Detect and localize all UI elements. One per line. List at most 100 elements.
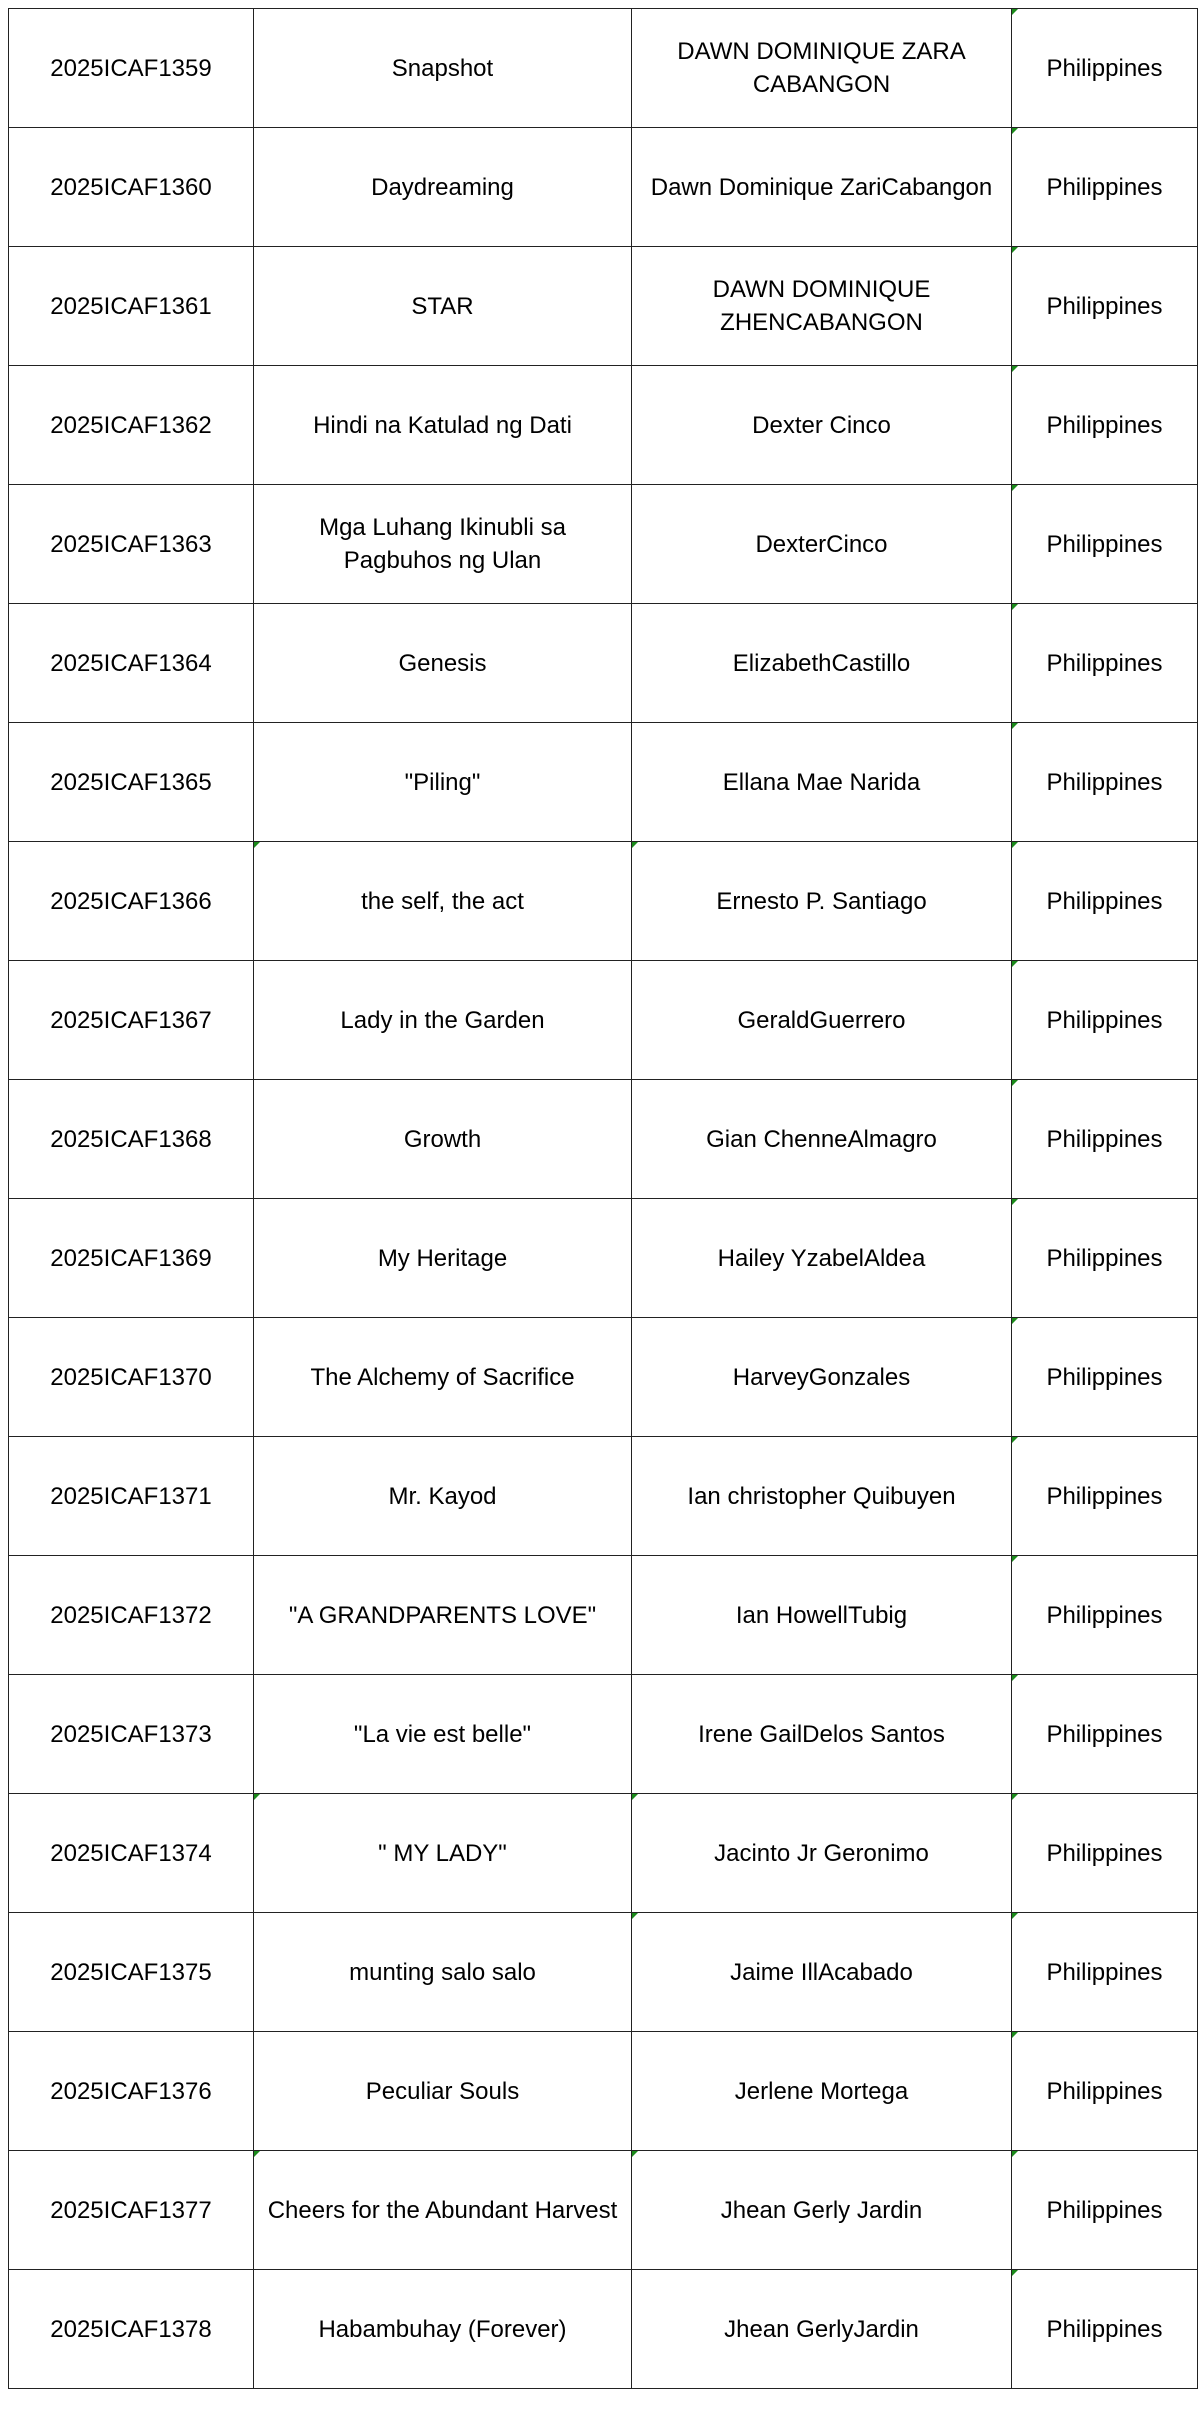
entry-id-cell[interactable]: 2025ICAF1368 bbox=[8, 1079, 254, 1199]
entry-id-cell-text: 2025ICAF1372 bbox=[50, 1601, 212, 1629]
title-cell[interactable]: Daydreaming bbox=[253, 127, 632, 247]
title-cell-text: "A GRANDPARENTS LOVE" bbox=[288, 1601, 597, 1629]
entry-id-cell[interactable]: 2025ICAF1365 bbox=[8, 722, 254, 842]
artist-cell[interactable]: Jhean GerlyJardin bbox=[631, 2269, 1012, 2389]
country-cell-text: Philippines bbox=[1046, 1125, 1163, 1153]
title-cell[interactable]: Mr. Kayod bbox=[253, 1436, 632, 1556]
entry-id-cell[interactable]: 2025ICAF1374 bbox=[8, 1793, 254, 1913]
cell-comment-marker-icon bbox=[254, 1794, 260, 1800]
title-cell[interactable]: Growth bbox=[253, 1079, 632, 1199]
artist-cell[interactable]: Jaime IllAcabado bbox=[631, 1912, 1012, 2032]
country-cell[interactable]: Philippines bbox=[1011, 8, 1198, 128]
country-cell[interactable]: Philippines bbox=[1011, 1555, 1198, 1675]
entry-id-cell[interactable]: 2025ICAF1366 bbox=[8, 841, 254, 961]
entry-id-cell[interactable]: 2025ICAF1370 bbox=[8, 1317, 254, 1437]
entry-id-cell-text: 2025ICAF1376 bbox=[50, 2077, 212, 2105]
entry-id-cell-text: 2025ICAF1365 bbox=[50, 768, 212, 796]
entry-id-cell[interactable]: 2025ICAF1359 bbox=[8, 8, 254, 128]
title-cell-text: Snapshot bbox=[391, 54, 494, 82]
artist-cell[interactable]: Irene GailDelos Santos bbox=[631, 1674, 1012, 1794]
country-cell[interactable]: Philippines bbox=[1011, 246, 1198, 366]
title-cell[interactable]: STAR bbox=[253, 246, 632, 366]
entry-id-cell[interactable]: 2025ICAF1363 bbox=[8, 484, 254, 604]
country-cell[interactable]: Philippines bbox=[1011, 127, 1198, 247]
artist-cell[interactable]: Ellana Mae Narida bbox=[631, 722, 1012, 842]
title-cell[interactable]: Cheers for the Abundant Harvest bbox=[253, 2150, 632, 2270]
title-cell[interactable]: " MY LADY" bbox=[253, 1793, 632, 1913]
artist-cell[interactable]: DAWN DOMINIQUE ZARA CABANGON bbox=[631, 8, 1012, 128]
title-cell[interactable]: Genesis bbox=[253, 603, 632, 723]
entry-id-cell[interactable]: 2025ICAF1362 bbox=[8, 365, 254, 485]
title-cell-text: Habambuhay (Forever) bbox=[318, 2315, 567, 2343]
artist-cell[interactable]: Ernesto P. Santiago bbox=[631, 841, 1012, 961]
artist-cell-text: Ian christopher Quibuyen bbox=[687, 1482, 956, 1510]
title-cell[interactable]: Snapshot bbox=[253, 8, 632, 128]
artist-cell[interactable]: Jhean Gerly Jardin bbox=[631, 2150, 1012, 2270]
country-cell[interactable]: Philippines bbox=[1011, 365, 1198, 485]
country-cell[interactable]: Philippines bbox=[1011, 484, 1198, 604]
entry-id-cell[interactable]: 2025ICAF1371 bbox=[8, 1436, 254, 1556]
country-cell[interactable]: Philippines bbox=[1011, 2150, 1198, 2270]
country-cell[interactable]: Philippines bbox=[1011, 1079, 1198, 1199]
country-cell[interactable]: Philippines bbox=[1011, 603, 1198, 723]
country-cell[interactable]: Philippines bbox=[1011, 1436, 1198, 1556]
country-cell[interactable]: Philippines bbox=[1011, 841, 1198, 961]
country-cell-text: Philippines bbox=[1046, 1601, 1163, 1629]
artist-cell-text: DAWN DOMINIQUE ZARA CABANGON bbox=[677, 38, 966, 98]
title-cell[interactable]: Mga Luhang Ikinubli sa Pagbuhos ng Ulan bbox=[253, 484, 632, 604]
artist-cell[interactable]: Jacinto Jr Geronimo bbox=[631, 1793, 1012, 1913]
country-cell-text: Philippines bbox=[1046, 173, 1163, 201]
title-cell[interactable]: Lady in the Garden bbox=[253, 960, 632, 1080]
title-cell[interactable]: the self, the act bbox=[253, 841, 632, 961]
artist-cell[interactable]: Ian christopher Quibuyen bbox=[631, 1436, 1012, 1556]
title-cell[interactable]: The Alchemy of Sacrifice bbox=[253, 1317, 632, 1437]
country-cell[interactable]: Philippines bbox=[1011, 960, 1198, 1080]
artist-cell[interactable]: Hailey YzabelAldea bbox=[631, 1198, 1012, 1318]
title-cell[interactable]: My Heritage bbox=[253, 1198, 632, 1318]
title-cell[interactable]: "La vie est belle" bbox=[253, 1674, 632, 1794]
artist-cell[interactable]: Gian ChenneAlmagro bbox=[631, 1079, 1012, 1199]
artist-cell[interactable]: Ian HowellTubig bbox=[631, 1555, 1012, 1675]
country-cell[interactable]: Philippines bbox=[1011, 1317, 1198, 1437]
entry-id-cell[interactable]: 2025ICAF1375 bbox=[8, 1912, 254, 2032]
country-cell[interactable]: Philippines bbox=[1011, 2269, 1198, 2389]
entry-id-cell[interactable]: 2025ICAF1377 bbox=[8, 2150, 254, 2270]
artist-cell[interactable]: Dexter Cinco bbox=[631, 365, 1012, 485]
title-cell[interactable]: "A GRANDPARENTS LOVE" bbox=[253, 1555, 632, 1675]
country-cell[interactable]: Philippines bbox=[1011, 2031, 1198, 2151]
artist-cell[interactable]: HarveyGonzales bbox=[631, 1317, 1012, 1437]
artist-cell[interactable]: ElizabethCastillo bbox=[631, 603, 1012, 723]
entry-id-cell[interactable]: 2025ICAF1361 bbox=[8, 246, 254, 366]
entry-id-cell[interactable]: 2025ICAF1360 bbox=[8, 127, 254, 247]
entry-id-cell[interactable]: 2025ICAF1364 bbox=[8, 603, 254, 723]
country-cell-text: Philippines bbox=[1046, 649, 1163, 677]
entry-id-cell[interactable]: 2025ICAF1367 bbox=[8, 960, 254, 1080]
entry-id-cell-text: 2025ICAF1371 bbox=[50, 1482, 212, 1510]
artist-cell[interactable]: Dawn Dominique ZariCabangon bbox=[631, 127, 1012, 247]
title-cell[interactable]: munting salo salo bbox=[253, 1912, 632, 2032]
country-cell[interactable]: Philippines bbox=[1011, 1793, 1198, 1913]
entry-id-cell[interactable]: 2025ICAF1376 bbox=[8, 2031, 254, 2151]
entry-id-cell[interactable]: 2025ICAF1373 bbox=[8, 1674, 254, 1794]
entry-id-cell[interactable]: 2025ICAF1372 bbox=[8, 1555, 254, 1675]
title-cell[interactable]: Habambuhay (Forever) bbox=[253, 2269, 632, 2389]
cell-comment-marker-icon bbox=[1012, 247, 1018, 253]
country-cell[interactable]: Philippines bbox=[1011, 1912, 1198, 2032]
entry-id-cell[interactable]: 2025ICAF1369 bbox=[8, 1198, 254, 1318]
artist-cell-text: DexterCinco bbox=[755, 530, 888, 558]
country-cell-text: Philippines bbox=[1046, 54, 1163, 82]
artist-cell[interactable]: Jerlene Mortega bbox=[631, 2031, 1012, 2151]
cell-comment-marker-icon bbox=[632, 842, 638, 848]
country-cell[interactable]: Philippines bbox=[1011, 1198, 1198, 1318]
artist-cell-text: Ernesto P. Santiago bbox=[716, 887, 927, 915]
title-cell[interactable]: Hindi na Katulad ng Dati bbox=[253, 365, 632, 485]
country-cell[interactable]: Philippines bbox=[1011, 722, 1198, 842]
title-cell[interactable]: Peculiar Souls bbox=[253, 2031, 632, 2151]
artist-cell[interactable]: DAWN DOMINIQUE ZHENCABANGON bbox=[631, 246, 1012, 366]
artist-cell[interactable]: DexterCinco bbox=[631, 484, 1012, 604]
country-cell[interactable]: Philippines bbox=[1011, 1674, 1198, 1794]
artist-cell[interactable]: GeraldGuerrero bbox=[631, 960, 1012, 1080]
entry-id-cell[interactable]: 2025ICAF1378 bbox=[8, 2269, 254, 2389]
title-cell[interactable]: "Piling" bbox=[253, 722, 632, 842]
artist-cell-text: DAWN DOMINIQUE ZHENCABANGON bbox=[712, 276, 931, 336]
